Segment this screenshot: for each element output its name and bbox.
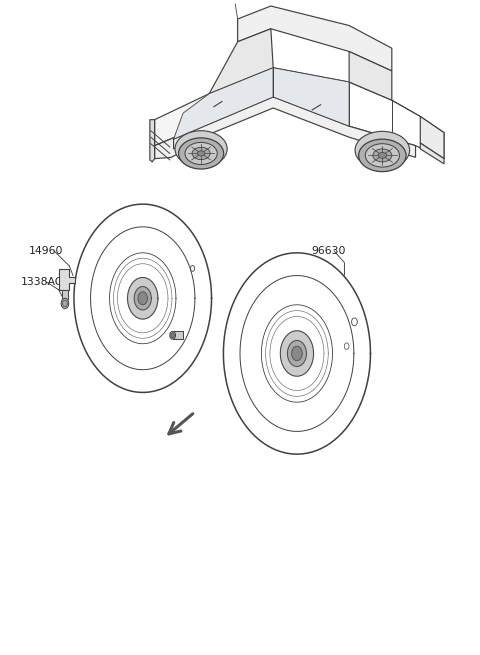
Polygon shape [420, 143, 444, 164]
Ellipse shape [344, 343, 349, 349]
Polygon shape [238, 6, 392, 71]
Text: 96620: 96620 [263, 405, 297, 416]
Polygon shape [128, 278, 158, 319]
Ellipse shape [359, 139, 406, 172]
Polygon shape [335, 314, 361, 364]
Ellipse shape [171, 333, 174, 337]
Polygon shape [150, 120, 155, 162]
Ellipse shape [175, 131, 227, 167]
Polygon shape [59, 269, 75, 290]
Ellipse shape [355, 132, 409, 169]
Polygon shape [223, 253, 371, 454]
Text: 14960: 14960 [29, 246, 63, 256]
Ellipse shape [61, 298, 69, 309]
Polygon shape [179, 263, 197, 301]
Polygon shape [61, 290, 68, 299]
Polygon shape [174, 97, 416, 157]
Ellipse shape [179, 138, 224, 169]
Ellipse shape [191, 265, 195, 271]
Polygon shape [420, 117, 444, 159]
Polygon shape [134, 287, 151, 310]
Ellipse shape [192, 147, 210, 160]
Polygon shape [174, 67, 273, 139]
Polygon shape [288, 341, 306, 366]
Ellipse shape [352, 318, 357, 326]
Ellipse shape [378, 153, 386, 159]
Ellipse shape [185, 142, 217, 164]
Text: 1338AC: 1338AC [21, 277, 63, 287]
Polygon shape [173, 331, 183, 339]
Polygon shape [209, 29, 273, 94]
Text: 96610: 96610 [113, 327, 147, 337]
Polygon shape [280, 331, 313, 376]
Polygon shape [74, 204, 212, 392]
Ellipse shape [373, 149, 392, 162]
Polygon shape [349, 52, 392, 100]
Ellipse shape [62, 300, 67, 307]
Polygon shape [155, 94, 209, 145]
Text: 1125AC: 1125AC [132, 342, 174, 352]
Ellipse shape [365, 143, 399, 167]
Polygon shape [273, 67, 349, 126]
Polygon shape [155, 123, 209, 159]
Polygon shape [138, 292, 147, 305]
Ellipse shape [197, 151, 205, 156]
Polygon shape [292, 346, 302, 361]
Ellipse shape [170, 331, 176, 339]
Polygon shape [155, 67, 444, 159]
Text: 96630: 96630 [311, 246, 346, 256]
